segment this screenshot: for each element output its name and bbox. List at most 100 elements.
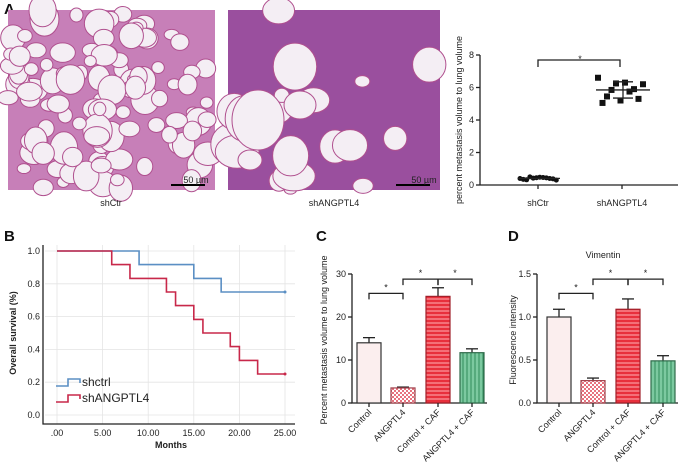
significance-bracket [537,59,621,67]
y-tick-label: 0.8 [27,279,40,289]
alveolus [237,149,263,171]
axes [42,245,295,425]
significance-marker: * [609,268,613,278]
alveolus [28,0,57,28]
chart-title: Vimentin [586,250,621,260]
bar-control-caf [615,308,641,404]
data-point [635,95,642,102]
y-tick-label: 0 [341,398,346,408]
alveolus [383,125,408,151]
histology-caption-shctr: shCtr [100,198,122,208]
panel-label-b: B [4,228,15,245]
alveolus [283,90,317,120]
y-tick-label: 8 [469,50,474,60]
alveolus [412,46,447,83]
histology-image-shctr [0,0,223,202]
data-point [626,88,633,95]
scatter-chart: 0 2 4 6 8 [469,50,678,190]
alveolus [83,55,97,68]
data-point [631,86,637,93]
x-tick-label: 15.00 [183,428,206,438]
alveolus [8,45,31,67]
histology-image-shangptl4 [210,0,447,195]
y-tick-label: 1.0 [27,246,40,256]
alveolus [72,116,87,131]
alveolus [93,101,107,117]
alveolus [16,163,32,175]
scale-bar-label: 50 µm [411,175,436,185]
significance-marker: * [574,282,578,292]
alveolus [354,75,371,88]
alveolus [136,157,154,177]
alveolus [83,126,111,147]
y-axis-label: Overall survival (%) [8,291,18,375]
alveolus [118,120,141,138]
sd-bar [613,81,633,99]
significance-bracket [558,292,594,300]
x-tick-label: 20.00 [228,428,251,438]
histology-caption-shangptl4: shANGPTL4 [309,198,360,208]
y-tick-label: 0.6 [27,312,40,322]
x-tick-label: Control [536,407,564,435]
alveolus [177,73,198,96]
alveolus [46,94,70,114]
alveolus [331,129,369,162]
panel-label-d: D [508,228,519,245]
alveolus [124,75,146,100]
alveolus [49,42,76,63]
bar-angptl4-caf [459,352,485,404]
data-point [613,80,619,87]
bar-angptl4 [390,387,416,404]
y-tick-label: 0.4 [27,344,40,354]
significance-marker: * [453,268,457,278]
significance-marker: * [419,268,423,278]
alveolus [0,90,19,106]
alveolus [197,111,217,128]
x-tick-label: ANGPTL4 [371,407,407,443]
alveolus [182,120,203,142]
bar-control-caf [425,295,451,404]
y-axis-label: percent metastasis volume to lung volume [454,36,464,204]
y-axis-label: Percent metastasis volume to lung volume [319,255,329,424]
alveolus [32,178,54,197]
y-tick-label: 10 [336,355,346,365]
significance-bracket [592,278,629,286]
y-tick-label: 20 [336,312,346,322]
data-point [595,74,601,81]
y-tick-label: 0.5 [518,355,531,365]
alveolus [151,61,165,75]
y-tick-label: 2 [469,148,474,158]
bar-control [356,342,382,404]
alveolus [272,135,310,177]
alveolus [16,81,43,102]
data-point [604,93,610,100]
bar-angptl4 [580,380,606,404]
alveolus [199,96,214,109]
alveolus [352,177,374,194]
x-tick-label: 5.00 [94,428,112,438]
x-tick-label: 25.00 [274,428,297,438]
alveolus [181,169,202,193]
bar-control [546,316,572,404]
alveolus [90,157,112,174]
alveolus [262,0,296,25]
alveolus [62,146,84,168]
significance-bracket [437,278,473,286]
alveolus [231,89,285,151]
alveolus [272,42,318,91]
x-tick-label: shCtr [527,198,549,208]
censor-mark [283,290,287,294]
significance-bracket [402,278,439,286]
alveolus [55,64,86,95]
data-point [617,97,624,104]
censor-mark [283,372,287,376]
y-tick-label: 4 [469,115,474,125]
scale-bar-label: 50 µm [183,175,208,185]
alveolus [17,29,33,43]
alveolus [161,125,178,144]
alveolus [118,22,144,50]
y-tick-label: 0.0 [518,398,531,408]
y-tick-label: 0.0 [27,410,40,420]
